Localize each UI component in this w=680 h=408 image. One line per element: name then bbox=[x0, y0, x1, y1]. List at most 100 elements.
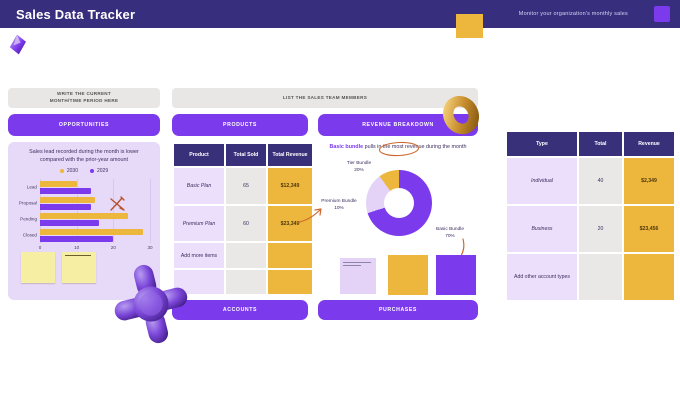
table-cell bbox=[226, 243, 266, 268]
bar-chart-legend: 2030 2029 bbox=[8, 168, 160, 174]
bar-chart: Lead Proposal Pending Closed bbox=[19, 179, 151, 244]
accounts-button[interactable]: ACCOUNTS bbox=[172, 300, 308, 320]
legend-square-premium[interactable] bbox=[388, 255, 428, 295]
table-cell bbox=[579, 254, 622, 300]
sticky-note-blank[interactable] bbox=[21, 252, 55, 283]
bar-group-closed: Closed bbox=[23, 227, 150, 243]
x-tick-label: 0 bbox=[38, 245, 42, 251]
add-item-cell[interactable]: Add other account types bbox=[507, 254, 577, 300]
sticky-scribble-line bbox=[65, 255, 91, 256]
legend-scribble-line bbox=[343, 265, 361, 266]
table-row: Business 20 $23,456 bbox=[507, 206, 674, 252]
donut-label-premium: Premium Bundle 10% bbox=[321, 199, 357, 212]
bar-group-proposal: Proposal bbox=[19, 195, 150, 211]
legend-dot-icon bbox=[90, 169, 94, 174]
revenue-insight-text: Basic bundle pulls in the most revenue d… bbox=[318, 144, 478, 150]
bar-2029 bbox=[40, 235, 114, 242]
column-header: Product bbox=[174, 144, 224, 166]
table-cell bbox=[624, 254, 674, 300]
table-row: Individual 40 $2,349 bbox=[507, 158, 674, 204]
table-row: Premium Plan 60 $23,349 bbox=[174, 206, 312, 241]
table-row bbox=[174, 270, 312, 294]
bar-chart-x-axis: 0 10 20 30 bbox=[38, 245, 153, 253]
table-row: Add other account types bbox=[507, 254, 674, 300]
table-row: Add more items bbox=[174, 243, 312, 268]
category-label: Pending bbox=[20, 216, 37, 222]
revenue-insight-rest: pulls in the most revenue during the mon… bbox=[363, 144, 467, 150]
bar-group-lead: Lead bbox=[27, 179, 150, 195]
opportunities-chart-panel: Sales lead recorded during the month is … bbox=[8, 142, 160, 300]
accounts-table: Type Total Revenue Individual 40 $2,349 Busine… bbox=[505, 130, 676, 302]
revenue-donut-chart bbox=[366, 170, 432, 236]
bar-rows: Lead Proposal Pending Closed bbox=[19, 179, 150, 243]
legend-square-basic[interactable] bbox=[436, 255, 476, 295]
chart-insight-text: Sales lead recorded during the month is … bbox=[29, 149, 139, 163]
sticky-note-scribbled[interactable] bbox=[62, 252, 96, 283]
table-cell: 65 bbox=[226, 168, 266, 204]
products-table: Product Total Sold Total Revenue Basic Plan… bbox=[172, 142, 314, 296]
donut-hole bbox=[384, 188, 414, 218]
bar-2029 bbox=[40, 203, 92, 210]
page-title: Sales Data Tracker bbox=[16, 6, 136, 22]
bar-group-pending: Pending bbox=[20, 211, 150, 227]
team-note-box[interactable]: LIST THE SALES TEAM MEMBERS bbox=[172, 88, 478, 108]
bar-2029 bbox=[40, 219, 99, 226]
gridline bbox=[150, 179, 151, 244]
table-cell: Business bbox=[507, 206, 577, 252]
bar-2030 bbox=[40, 196, 95, 203]
column-header: Total Sold bbox=[226, 144, 266, 166]
x-tick-label: 10 bbox=[74, 245, 80, 251]
legend-square-tier[interactable] bbox=[340, 258, 376, 294]
legend-entry: 2029 bbox=[90, 168, 108, 174]
table-cell: $2,349 bbox=[624, 158, 674, 204]
category-label: Proposal bbox=[18, 200, 37, 206]
table-cell: 40 bbox=[579, 158, 622, 204]
category-label: Lead bbox=[26, 184, 37, 190]
table-cell: $23,349 bbox=[268, 206, 312, 241]
gridline bbox=[76, 179, 78, 244]
bar-2029 bbox=[40, 187, 92, 194]
column-header: Revenue bbox=[624, 132, 674, 156]
purchases-button[interactable]: PURCHASES bbox=[318, 300, 478, 320]
table-cell: $12,349 bbox=[268, 168, 312, 204]
table-cell: Individual bbox=[507, 158, 577, 204]
legend-dot-icon bbox=[59, 169, 64, 174]
products-button[interactable]: PRODUCTS bbox=[172, 114, 308, 136]
table-cell: $23,456 bbox=[624, 206, 674, 252]
column-header: Total Revenue bbox=[268, 144, 312, 166]
gridline bbox=[113, 179, 115, 244]
table-cell: Premium Plan bbox=[174, 206, 224, 241]
column-header: Total bbox=[579, 132, 622, 156]
legend-scribble-line bbox=[343, 262, 371, 263]
donut-label-tier: Tier Bundle 20% bbox=[346, 161, 372, 174]
header-bar: Sales Data Tracker Monitor your organiza… bbox=[0, 0, 680, 28]
legend-entry: 2030 bbox=[59, 168, 78, 174]
add-item-cell[interactable]: Add more items bbox=[174, 243, 224, 268]
bar-2030 bbox=[40, 212, 128, 219]
bar-2030 bbox=[40, 228, 143, 235]
table-cell bbox=[268, 270, 312, 294]
revenue-insight-highlight: Basic bundle bbox=[329, 144, 364, 150]
table-row: Basic Plan 65 $12,349 bbox=[174, 168, 312, 204]
revenue-breakdown-button[interactable]: REVENUE BREAKDOWN bbox=[318, 114, 478, 136]
column-header: Type bbox=[507, 132, 577, 156]
table-cell: 20 bbox=[579, 206, 622, 252]
period-note-box[interactable]: WRITE THE CURRENT MONTH/TIME PERIOD HERE bbox=[8, 88, 160, 108]
category-label: Closed bbox=[22, 232, 37, 238]
header-yellow-square bbox=[456, 14, 483, 38]
table-cell: Basic Plan bbox=[174, 168, 224, 204]
table-cell bbox=[268, 243, 312, 268]
opportunities-button[interactable]: OPPORTUNITIES bbox=[8, 114, 160, 136]
table-cell bbox=[226, 270, 266, 294]
x-tick-label: 30 bbox=[147, 245, 153, 251]
table-cell: 60 bbox=[226, 206, 266, 241]
table-cell bbox=[174, 270, 224, 294]
x-tick-label: 20 bbox=[110, 245, 116, 251]
donut-label-basic: Basic Bundle 70% bbox=[436, 227, 464, 240]
bar-2030 bbox=[40, 180, 77, 187]
header-purple-square bbox=[654, 6, 670, 22]
decor-gem-icon bbox=[9, 34, 26, 55]
bar-chart-gridlines bbox=[40, 179, 151, 244]
gridline bbox=[40, 179, 41, 244]
